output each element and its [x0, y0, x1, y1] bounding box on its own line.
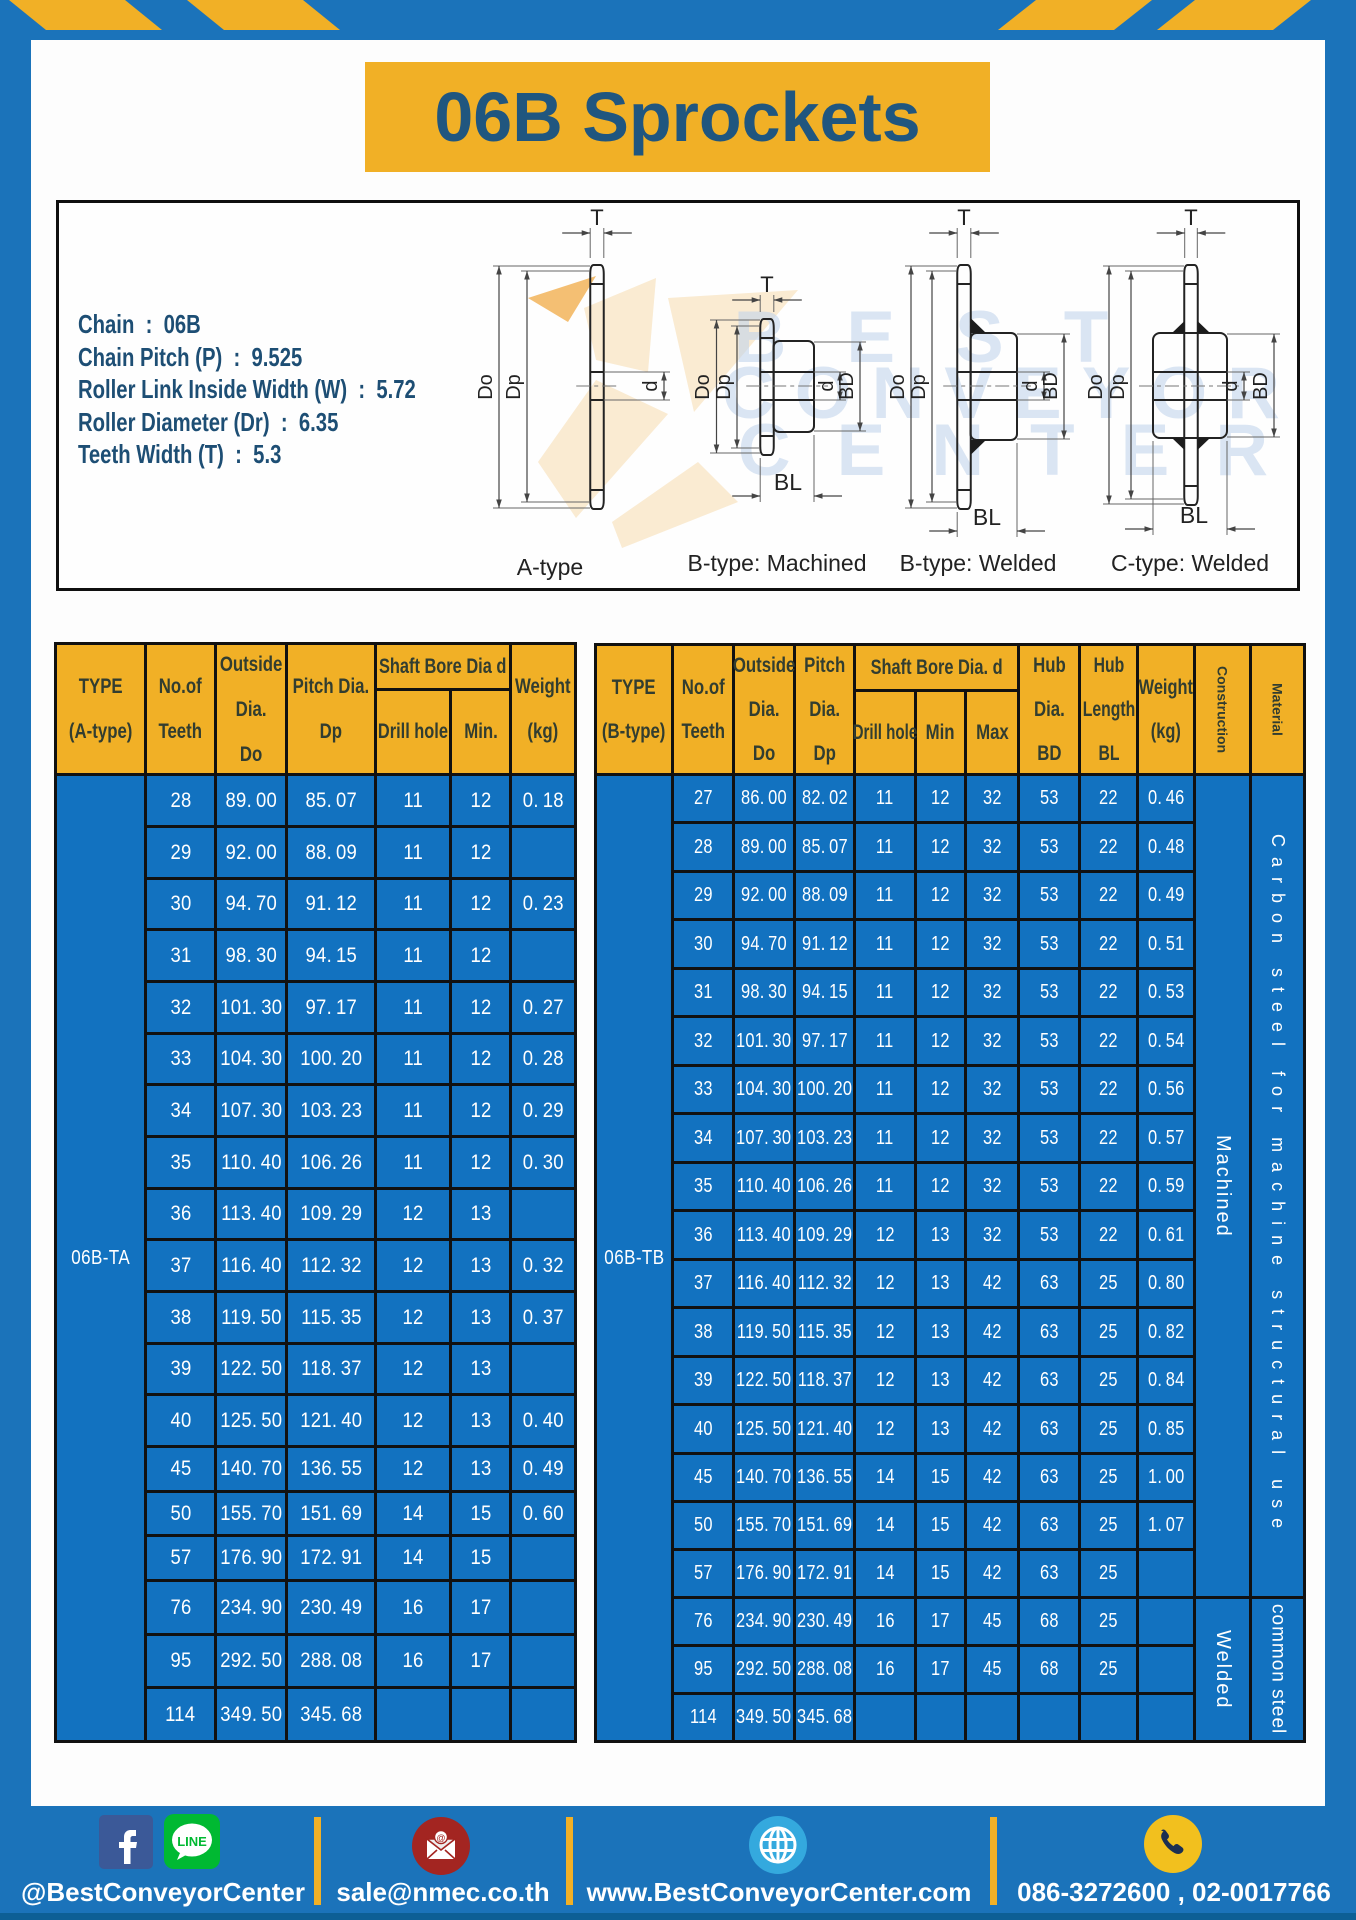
svg-text:d: d	[1020, 380, 1042, 391]
svg-text:CENTER: CENTER	[738, 410, 1300, 491]
svg-text:d: d	[640, 380, 662, 391]
svg-text:T: T	[957, 205, 970, 230]
svg-text:T: T	[760, 272, 773, 297]
svg-text:CONVEYOR: CONVEYOR	[722, 353, 1300, 434]
svg-text:C-type: Welded: C-type: Welded	[1111, 550, 1269, 576]
svg-text:A-type: A-type	[517, 554, 583, 580]
svg-text:BL: BL	[774, 469, 802, 495]
svg-text:BL: BL	[1180, 502, 1208, 528]
svg-text:B-type: Machined: B-type: Machined	[688, 550, 867, 576]
svg-text:T: T	[1184, 205, 1197, 230]
svg-text:Do: Do	[692, 374, 714, 400]
svg-text:@: @	[436, 1833, 445, 1843]
svg-text:BL: BL	[973, 504, 1001, 530]
svg-text:Do: Do	[1085, 374, 1107, 400]
svg-text:d: d	[1220, 380, 1242, 391]
svg-text:Dp: Dp	[713, 374, 735, 400]
svg-text:d: d	[816, 380, 838, 391]
svg-text:Do: Do	[887, 374, 909, 400]
svg-text:BD: BD	[1040, 372, 1062, 400]
svg-text:Dp: Dp	[908, 374, 930, 400]
svg-text:BD: BD	[1250, 372, 1272, 400]
svg-text:Dp: Dp	[503, 374, 525, 400]
svg-text:LINE: LINE	[177, 1834, 207, 1849]
svg-text:Dp: Dp	[1107, 374, 1129, 400]
svg-text:T: T	[590, 205, 603, 230]
svg-text:BEST: BEST	[734, 297, 1169, 378]
svg-text:B-type: Welded: B-type: Welded	[900, 550, 1057, 576]
svg-text:BD: BD	[836, 372, 858, 400]
svg-text:Do: Do	[475, 374, 497, 400]
